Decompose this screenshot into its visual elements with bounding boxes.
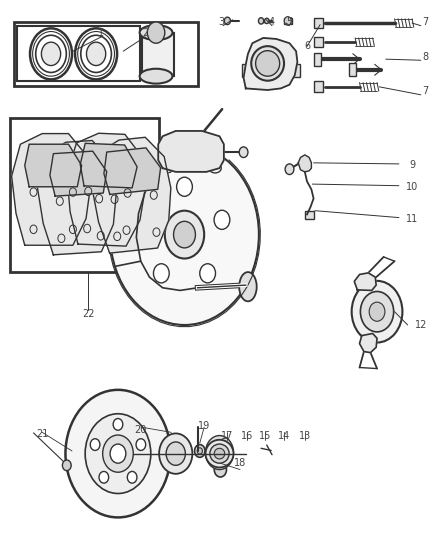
Circle shape bbox=[164, 211, 204, 259]
Bar bbox=[291, 64, 300, 77]
Text: 16: 16 bbox=[240, 431, 252, 441]
Ellipse shape bbox=[255, 51, 279, 76]
Circle shape bbox=[65, 390, 170, 518]
Text: 7: 7 bbox=[421, 86, 427, 96]
Circle shape bbox=[284, 17, 290, 25]
Bar bbox=[313, 53, 321, 66]
Text: 12: 12 bbox=[413, 320, 426, 330]
Polygon shape bbox=[104, 148, 160, 195]
Ellipse shape bbox=[139, 69, 172, 84]
Ellipse shape bbox=[251, 46, 283, 80]
Circle shape bbox=[153, 264, 169, 283]
Circle shape bbox=[41, 42, 60, 66]
Bar bbox=[127, 210, 134, 219]
Polygon shape bbox=[67, 133, 145, 246]
Circle shape bbox=[99, 471, 108, 483]
Polygon shape bbox=[12, 134, 90, 245]
Circle shape bbox=[85, 414, 150, 494]
Circle shape bbox=[159, 433, 192, 474]
Ellipse shape bbox=[139, 25, 172, 40]
Bar bbox=[242, 64, 251, 77]
Circle shape bbox=[136, 439, 145, 450]
Circle shape bbox=[214, 462, 226, 477]
Text: 11: 11 bbox=[405, 214, 417, 224]
Text: 15: 15 bbox=[259, 431, 271, 441]
Bar bbox=[141, 33, 174, 76]
Polygon shape bbox=[25, 144, 81, 187]
Polygon shape bbox=[353, 273, 375, 290]
Circle shape bbox=[147, 22, 164, 43]
Circle shape bbox=[86, 42, 106, 66]
Circle shape bbox=[205, 435, 233, 470]
Text: 8: 8 bbox=[421, 52, 427, 61]
Text: 1: 1 bbox=[98, 28, 104, 38]
Circle shape bbox=[258, 18, 263, 24]
Circle shape bbox=[173, 221, 195, 248]
Circle shape bbox=[127, 471, 137, 483]
Circle shape bbox=[351, 281, 402, 343]
Circle shape bbox=[176, 177, 192, 196]
Polygon shape bbox=[297, 155, 311, 172]
Text: 5: 5 bbox=[286, 17, 292, 27]
Polygon shape bbox=[158, 131, 223, 172]
Circle shape bbox=[90, 439, 100, 450]
Ellipse shape bbox=[205, 440, 233, 467]
Text: 3: 3 bbox=[218, 17, 224, 27]
Ellipse shape bbox=[209, 444, 229, 463]
Circle shape bbox=[110, 444, 126, 463]
Circle shape bbox=[239, 147, 247, 158]
Bar bbox=[17, 26, 140, 82]
Polygon shape bbox=[92, 138, 170, 253]
Circle shape bbox=[139, 210, 155, 229]
Ellipse shape bbox=[214, 448, 224, 459]
Circle shape bbox=[166, 442, 185, 465]
Text: 13: 13 bbox=[298, 431, 310, 441]
Circle shape bbox=[113, 418, 123, 430]
Text: 6: 6 bbox=[303, 41, 309, 51]
Bar bbox=[304, 211, 313, 219]
Polygon shape bbox=[359, 334, 376, 353]
Circle shape bbox=[213, 444, 227, 461]
Polygon shape bbox=[37, 141, 116, 255]
Bar bbox=[313, 37, 322, 47]
Ellipse shape bbox=[183, 143, 198, 158]
Polygon shape bbox=[243, 38, 297, 90]
Ellipse shape bbox=[180, 140, 201, 161]
Polygon shape bbox=[50, 151, 106, 196]
Circle shape bbox=[110, 144, 258, 325]
Bar bbox=[11, 118, 159, 272]
Bar bbox=[14, 22, 197, 86]
Bar bbox=[313, 18, 322, 28]
Text: 10: 10 bbox=[405, 182, 417, 192]
Polygon shape bbox=[80, 143, 137, 188]
Circle shape bbox=[214, 210, 230, 229]
Ellipse shape bbox=[239, 272, 256, 301]
Circle shape bbox=[199, 264, 215, 283]
Circle shape bbox=[197, 448, 202, 454]
Text: 17: 17 bbox=[221, 431, 233, 441]
Bar bbox=[313, 82, 322, 92]
Circle shape bbox=[360, 292, 393, 332]
Circle shape bbox=[209, 440, 230, 465]
Circle shape bbox=[368, 302, 384, 321]
Text: 2: 2 bbox=[141, 28, 148, 38]
Circle shape bbox=[102, 435, 133, 472]
Text: 18: 18 bbox=[233, 458, 246, 468]
Bar bbox=[348, 63, 356, 76]
Text: 21: 21 bbox=[36, 429, 48, 439]
Circle shape bbox=[194, 445, 205, 457]
Circle shape bbox=[224, 17, 230, 25]
Text: 4: 4 bbox=[268, 17, 275, 27]
Circle shape bbox=[264, 18, 268, 23]
Text: 7: 7 bbox=[421, 17, 427, 27]
Text: 19: 19 bbox=[198, 421, 210, 431]
Circle shape bbox=[62, 460, 71, 471]
Bar bbox=[283, 18, 291, 24]
Circle shape bbox=[285, 164, 293, 174]
Text: 22: 22 bbox=[82, 309, 94, 319]
Text: 20: 20 bbox=[134, 425, 147, 435]
Text: 9: 9 bbox=[408, 160, 414, 171]
Text: 14: 14 bbox=[278, 431, 290, 441]
